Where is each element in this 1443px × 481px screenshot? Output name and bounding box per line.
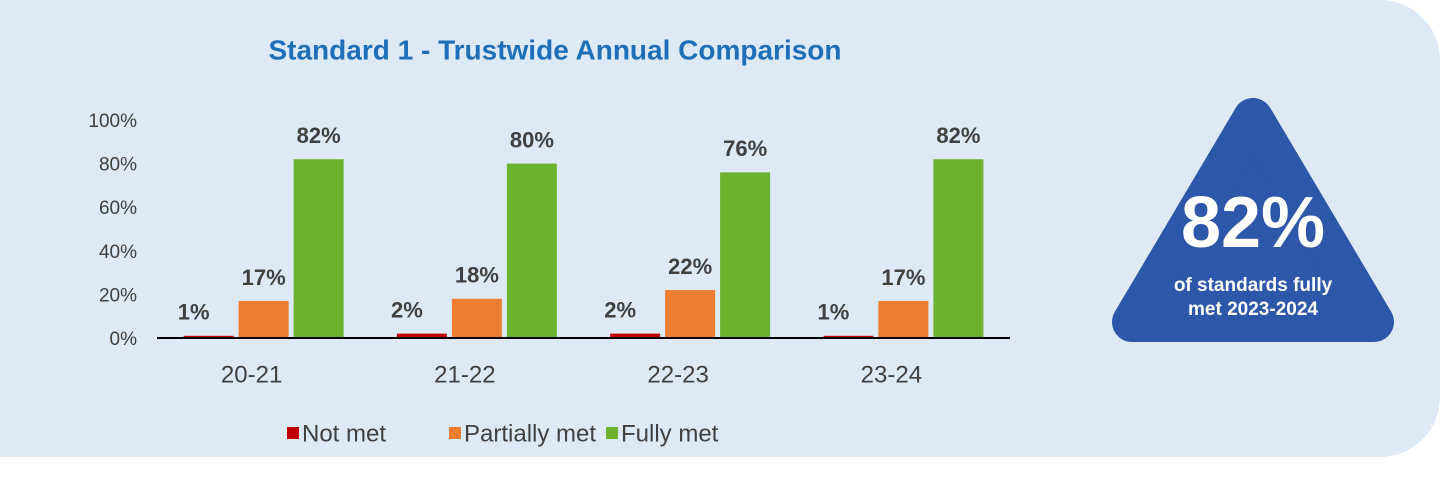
- bar: [720, 172, 771, 338]
- data-label: 18%: [455, 263, 499, 288]
- callout-badge: [1112, 98, 1394, 342]
- legend-marker: [606, 427, 618, 439]
- data-label: 22%: [668, 254, 712, 279]
- callout-text: of standards fully: [1174, 275, 1333, 296]
- data-label: 17%: [242, 265, 286, 290]
- y-tick-label: 100%: [88, 111, 137, 132]
- bar: [506, 163, 557, 338]
- y-tick-label: 20%: [99, 285, 137, 306]
- callout-text: met 2023-2024: [1188, 299, 1318, 320]
- data-label: 2%: [604, 297, 636, 322]
- bar: [238, 300, 289, 338]
- bar: [878, 300, 929, 338]
- data-label: 1%: [817, 300, 849, 325]
- legend-marker: [449, 427, 461, 439]
- x-tick-label: 22-23: [647, 361, 708, 388]
- legend-label: Not met: [302, 420, 386, 447]
- legend-label: Partially met: [464, 420, 596, 447]
- legend-label: Fully met: [621, 420, 719, 447]
- y-tick-label: 0%: [110, 329, 138, 350]
- chart-title: Standard 1 - Trustwide Annual Comparison: [268, 34, 841, 65]
- y-tick-label: 80%: [99, 155, 137, 176]
- x-tick-label: 20-21: [221, 361, 282, 388]
- x-tick-label: 23-24: [861, 361, 922, 388]
- panel: [0, 0, 1440, 457]
- bar: [293, 159, 344, 338]
- bar: [610, 333, 661, 338]
- callout-headline: 82%: [1181, 183, 1325, 263]
- y-tick-label: 60%: [99, 198, 137, 219]
- x-tick-label: 21-22: [434, 361, 495, 388]
- data-label: 82%: [297, 123, 341, 148]
- data-label: 80%: [510, 127, 554, 152]
- data-label: 82%: [936, 123, 980, 148]
- data-label: 17%: [881, 265, 925, 290]
- bar: [823, 335, 874, 338]
- y-tick-label: 40%: [99, 242, 137, 263]
- data-label: 76%: [723, 136, 767, 161]
- bar: [665, 290, 716, 338]
- data-label: 1%: [178, 300, 210, 325]
- bar: [451, 298, 502, 338]
- data-label: 2%: [391, 297, 423, 322]
- bar: [396, 333, 447, 338]
- bar: [183, 335, 234, 338]
- bar: [933, 159, 984, 338]
- legend-marker: [287, 427, 299, 439]
